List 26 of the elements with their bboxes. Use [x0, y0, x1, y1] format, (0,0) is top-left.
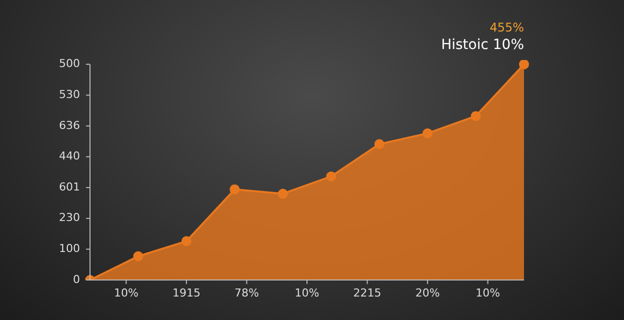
text: 20%	[415, 286, 440, 300]
point	[519, 60, 529, 70]
text: 2215	[353, 286, 382, 300]
point	[422, 128, 433, 138]
point	[181, 236, 192, 246]
text: 601	[59, 180, 80, 194]
text: Histoic 10%	[441, 36, 524, 53]
point	[470, 111, 481, 122]
point	[326, 171, 336, 182]
text: 10%	[294, 286, 320, 300]
text: 10%	[114, 286, 138, 300]
text: 455%	[490, 20, 524, 34]
text: 1915	[172, 286, 200, 300]
text: 636	[59, 118, 80, 132]
text: 440	[59, 150, 80, 163]
text: 500	[59, 57, 80, 70]
text: 230	[59, 211, 80, 224]
point	[230, 184, 240, 194]
text: 10%	[476, 286, 500, 300]
text: 0	[73, 272, 80, 286]
text: 530	[59, 88, 80, 101]
point	[133, 251, 144, 262]
text: 100	[59, 242, 80, 256]
point	[374, 139, 384, 150]
point	[278, 188, 288, 199]
text: 78%	[234, 286, 259, 300]
